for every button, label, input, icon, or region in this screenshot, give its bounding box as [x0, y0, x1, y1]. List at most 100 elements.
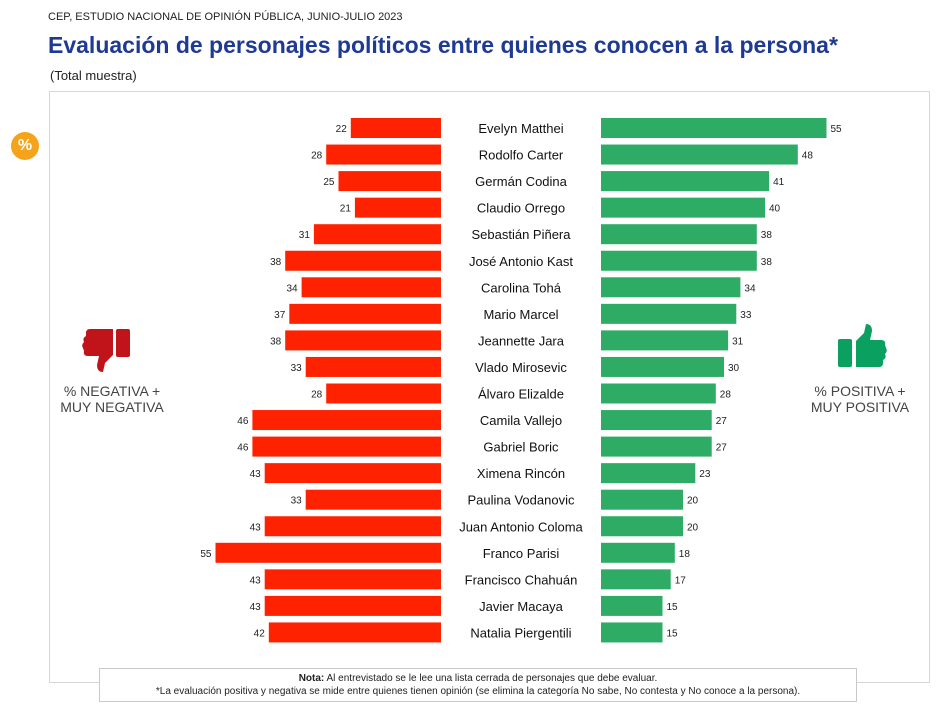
positive-legend-label: % POSITIVA + MUY POSITIVA	[810, 383, 910, 415]
positive-value-label: 38	[761, 230, 773, 241]
positive-bar	[601, 622, 663, 643]
positive-bar	[601, 330, 729, 351]
positive-value-label: 33	[740, 310, 752, 321]
negative-bar	[215, 542, 441, 563]
source-text: CEP, ESTUDIO NACIONAL DE OPINIÓN PÚBLICA…	[48, 11, 403, 23]
negative-value-label: 31	[299, 230, 311, 241]
negative-bar	[252, 436, 441, 457]
category-label: Juan Antonio Coloma	[459, 519, 583, 534]
negative-value-label: 21	[340, 204, 352, 215]
positive-bar	[601, 463, 696, 484]
positive-bar	[601, 383, 716, 404]
positive-bar	[601, 250, 757, 271]
thumbs-up-icon	[835, 322, 889, 375]
category-label: Franco Parisi	[483, 546, 560, 561]
negative-value-label: 42	[254, 628, 266, 639]
positive-value-label: 17	[675, 575, 687, 586]
positive-value-label: 20	[687, 522, 699, 533]
positive-bar	[601, 197, 765, 218]
negative-value-label: 22	[336, 124, 348, 135]
positive-value-label: 31	[732, 336, 744, 347]
negative-value-label: 33	[291, 496, 303, 507]
negative-value-label: 43	[250, 522, 262, 533]
positive-value-label: 40	[769, 204, 781, 215]
negative-bar	[264, 516, 441, 537]
category-label: Natalia Piergentili	[470, 625, 571, 640]
category-label: Sebastián Piñera	[471, 227, 571, 242]
negative-value-label: 33	[291, 363, 303, 374]
negative-value-label: 43	[250, 469, 262, 480]
negative-legend-label: % NEGATIVA + MUY NEGATIVA	[60, 383, 164, 415]
negative-value-label: 34	[286, 283, 298, 294]
positive-value-label: 55	[831, 124, 843, 135]
note-line-2: *La evaluación positiva y negativa se mi…	[155, 686, 801, 697]
negative-bar	[305, 356, 441, 377]
positive-value-label: 38	[761, 257, 773, 268]
negative-bar	[301, 277, 441, 298]
negative-bar	[285, 250, 441, 271]
positive-bar	[601, 356, 724, 377]
negative-bar	[326, 383, 441, 404]
negative-value-label: 28	[311, 390, 323, 401]
negative-value-label: 38	[270, 257, 282, 268]
positive-value-label: 18	[679, 549, 691, 560]
positive-bar	[601, 516, 683, 537]
positive-value-label: 20	[687, 496, 699, 507]
positive-value-label: 30	[728, 363, 740, 374]
positive-value-label: 27	[716, 416, 728, 427]
category-label: Ximena Rincón	[477, 466, 565, 481]
negative-value-label: 46	[237, 416, 249, 427]
category-label: Germán Codina	[475, 174, 568, 189]
positive-value-label: 48	[802, 151, 814, 162]
positive-bar	[601, 436, 712, 457]
negative-value-label: 43	[250, 575, 262, 586]
category-label: Gabriel Boric	[483, 440, 559, 455]
positive-value-label: 28	[720, 390, 732, 401]
positive-value-label: 41	[773, 177, 785, 188]
positive-bar	[601, 303, 737, 324]
negative-bar	[313, 224, 441, 245]
positive-value-label: 15	[667, 602, 679, 613]
footnote-box: Nota: Al entrevistado se le lee una list…	[99, 668, 857, 702]
category-label: Rodolfo Carter	[479, 148, 564, 163]
note-label: Nota:	[298, 673, 325, 684]
positive-value-label: 23	[699, 469, 711, 480]
category-label: Javier Macaya	[479, 599, 564, 614]
negative-bar	[338, 171, 441, 192]
negative-value-label: 28	[311, 151, 323, 162]
negative-value-label: 38	[270, 336, 282, 347]
positive-value-label: 34	[744, 283, 756, 294]
positive-bar	[601, 595, 663, 616]
positive-bar	[601, 410, 712, 431]
positive-bar	[601, 542, 675, 563]
positive-bar	[601, 489, 683, 510]
positive-bar	[601, 569, 671, 590]
category-label: Carolina Tohá	[481, 280, 562, 295]
category-label: Claudio Orrego	[477, 201, 565, 216]
positive-bar	[601, 144, 798, 165]
negative-bar	[252, 410, 441, 431]
percent-badge: %	[11, 132, 39, 160]
page-subtitle: (Total muestra)	[50, 68, 137, 83]
negative-bar	[285, 330, 441, 351]
note-line-1: Al entrevistado se le lee una lista cerr…	[326, 673, 658, 684]
negative-bar	[326, 144, 441, 165]
negative-bar	[350, 118, 441, 138]
negative-bar	[264, 463, 441, 484]
negative-value-label: 55	[200, 549, 212, 560]
thumbs-down-icon	[80, 326, 134, 379]
negative-bar	[354, 197, 441, 218]
category-label: Paulina Vodanovic	[468, 493, 575, 508]
positive-bar	[601, 171, 770, 192]
negative-bar	[305, 489, 441, 510]
negative-bar	[289, 303, 441, 324]
category-label: Francisco Chahuán	[465, 572, 578, 587]
category-label: Camila Vallejo	[480, 413, 562, 428]
negative-value-label: 46	[237, 443, 249, 454]
category-label: Álvaro Elizalde	[478, 387, 564, 402]
negative-value-label: 37	[274, 310, 286, 321]
positive-value-label: 15	[667, 628, 679, 639]
category-label: Evelyn Matthei	[478, 121, 563, 136]
positive-bar	[601, 224, 757, 245]
